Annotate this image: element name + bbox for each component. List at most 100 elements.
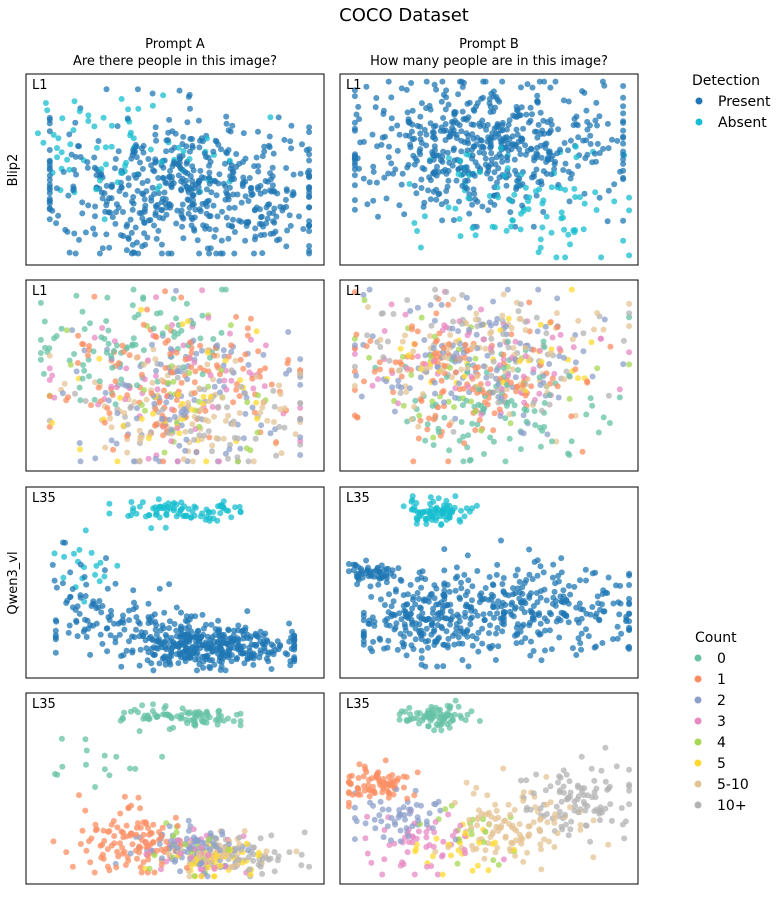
- point-present: [516, 578, 523, 585]
- point-10: [558, 798, 565, 805]
- point-present: [594, 593, 601, 600]
- point-present: [372, 104, 379, 111]
- point-present: [217, 250, 224, 257]
- point-5-10: [500, 765, 507, 772]
- point-2: [413, 801, 420, 808]
- point-0: [132, 341, 139, 348]
- point-1: [475, 364, 482, 371]
- point-10: [276, 423, 283, 430]
- point-present: [116, 631, 123, 638]
- point-present: [286, 212, 293, 219]
- point-absent: [177, 507, 184, 514]
- point-present: [605, 187, 612, 194]
- point-0: [178, 712, 185, 718]
- point-1: [445, 301, 452, 308]
- point-10: [580, 330, 587, 337]
- point-10: [124, 421, 131, 428]
- point-0: [460, 433, 467, 440]
- point-10: [523, 807, 530, 814]
- point-present: [437, 127, 444, 134]
- point-10: [560, 767, 567, 774]
- point-0: [467, 456, 474, 463]
- point-present: [189, 142, 196, 149]
- point-present: [351, 172, 358, 179]
- point-present: [197, 167, 204, 174]
- point-present: [469, 155, 475, 162]
- point-present: [125, 236, 132, 242]
- point-2: [199, 347, 205, 354]
- point-present: [92, 203, 99, 210]
- point-0: [41, 318, 48, 325]
- point-5-10: [236, 410, 243, 416]
- point-present: [163, 204, 170, 211]
- point-0: [511, 402, 518, 409]
- point-present: [596, 194, 603, 201]
- point-present: [291, 636, 298, 643]
- point-present: [369, 648, 376, 655]
- point-2: [178, 422, 185, 429]
- point-0: [396, 716, 403, 723]
- point-3: [598, 335, 604, 342]
- point-3: [223, 386, 230, 393]
- point-10: [563, 771, 570, 778]
- point-5-10: [590, 854, 597, 861]
- point-absent: [54, 145, 60, 151]
- point-present: [223, 113, 230, 120]
- point-3: [441, 322, 448, 329]
- point-2: [217, 389, 223, 396]
- point-1: [133, 831, 140, 838]
- point-present: [366, 179, 373, 186]
- point-0: [179, 705, 186, 712]
- point-5-10: [520, 858, 527, 865]
- point-5-10: [195, 850, 202, 856]
- point-1: [351, 289, 358, 296]
- point-4: [490, 857, 497, 864]
- point-5-10: [102, 444, 109, 451]
- point-present: [126, 617, 133, 624]
- panel-blip2-prompt-b-detection-frame: [339, 73, 639, 266]
- point-5-10: [419, 391, 426, 397]
- point-present: [517, 182, 524, 189]
- point-5: [537, 321, 544, 328]
- point-present: [222, 667, 229, 674]
- point-1: [167, 351, 174, 357]
- point-present: [196, 250, 203, 257]
- point-present: [287, 662, 294, 669]
- point-1: [97, 398, 104, 405]
- point-present: [518, 605, 525, 612]
- point-present: [443, 188, 450, 194]
- point-2: [297, 356, 304, 363]
- point-absent: [267, 114, 274, 121]
- point-present: [226, 652, 233, 659]
- point-present: [616, 611, 623, 618]
- point-5: [200, 400, 206, 407]
- point-2: [216, 847, 223, 854]
- point-5-10: [124, 449, 131, 456]
- point-present: [283, 243, 290, 250]
- point-3: [536, 390, 543, 397]
- point-present: [138, 145, 145, 152]
- point-5-10: [107, 415, 114, 422]
- point-present: [46, 184, 53, 191]
- point-present: [220, 180, 227, 187]
- point-present: [258, 221, 265, 228]
- point-present: [417, 113, 424, 120]
- point-absent: [548, 229, 555, 236]
- point-2: [438, 301, 445, 308]
- point-present: [389, 567, 396, 574]
- point-present: [454, 573, 461, 580]
- point-absent: [114, 179, 121, 186]
- point-1: [125, 857, 132, 864]
- point-absent: [562, 254, 569, 261]
- point-present: [524, 81, 531, 88]
- point-present: [153, 137, 160, 144]
- point-present: [174, 207, 181, 214]
- point-1: [172, 814, 179, 821]
- point-present: [408, 642, 415, 649]
- point-present: [599, 640, 606, 646]
- point-absent: [423, 515, 430, 522]
- point-present: [537, 563, 544, 570]
- point-present: [444, 642, 451, 649]
- point-0: [452, 697, 459, 704]
- point-present: [83, 634, 90, 640]
